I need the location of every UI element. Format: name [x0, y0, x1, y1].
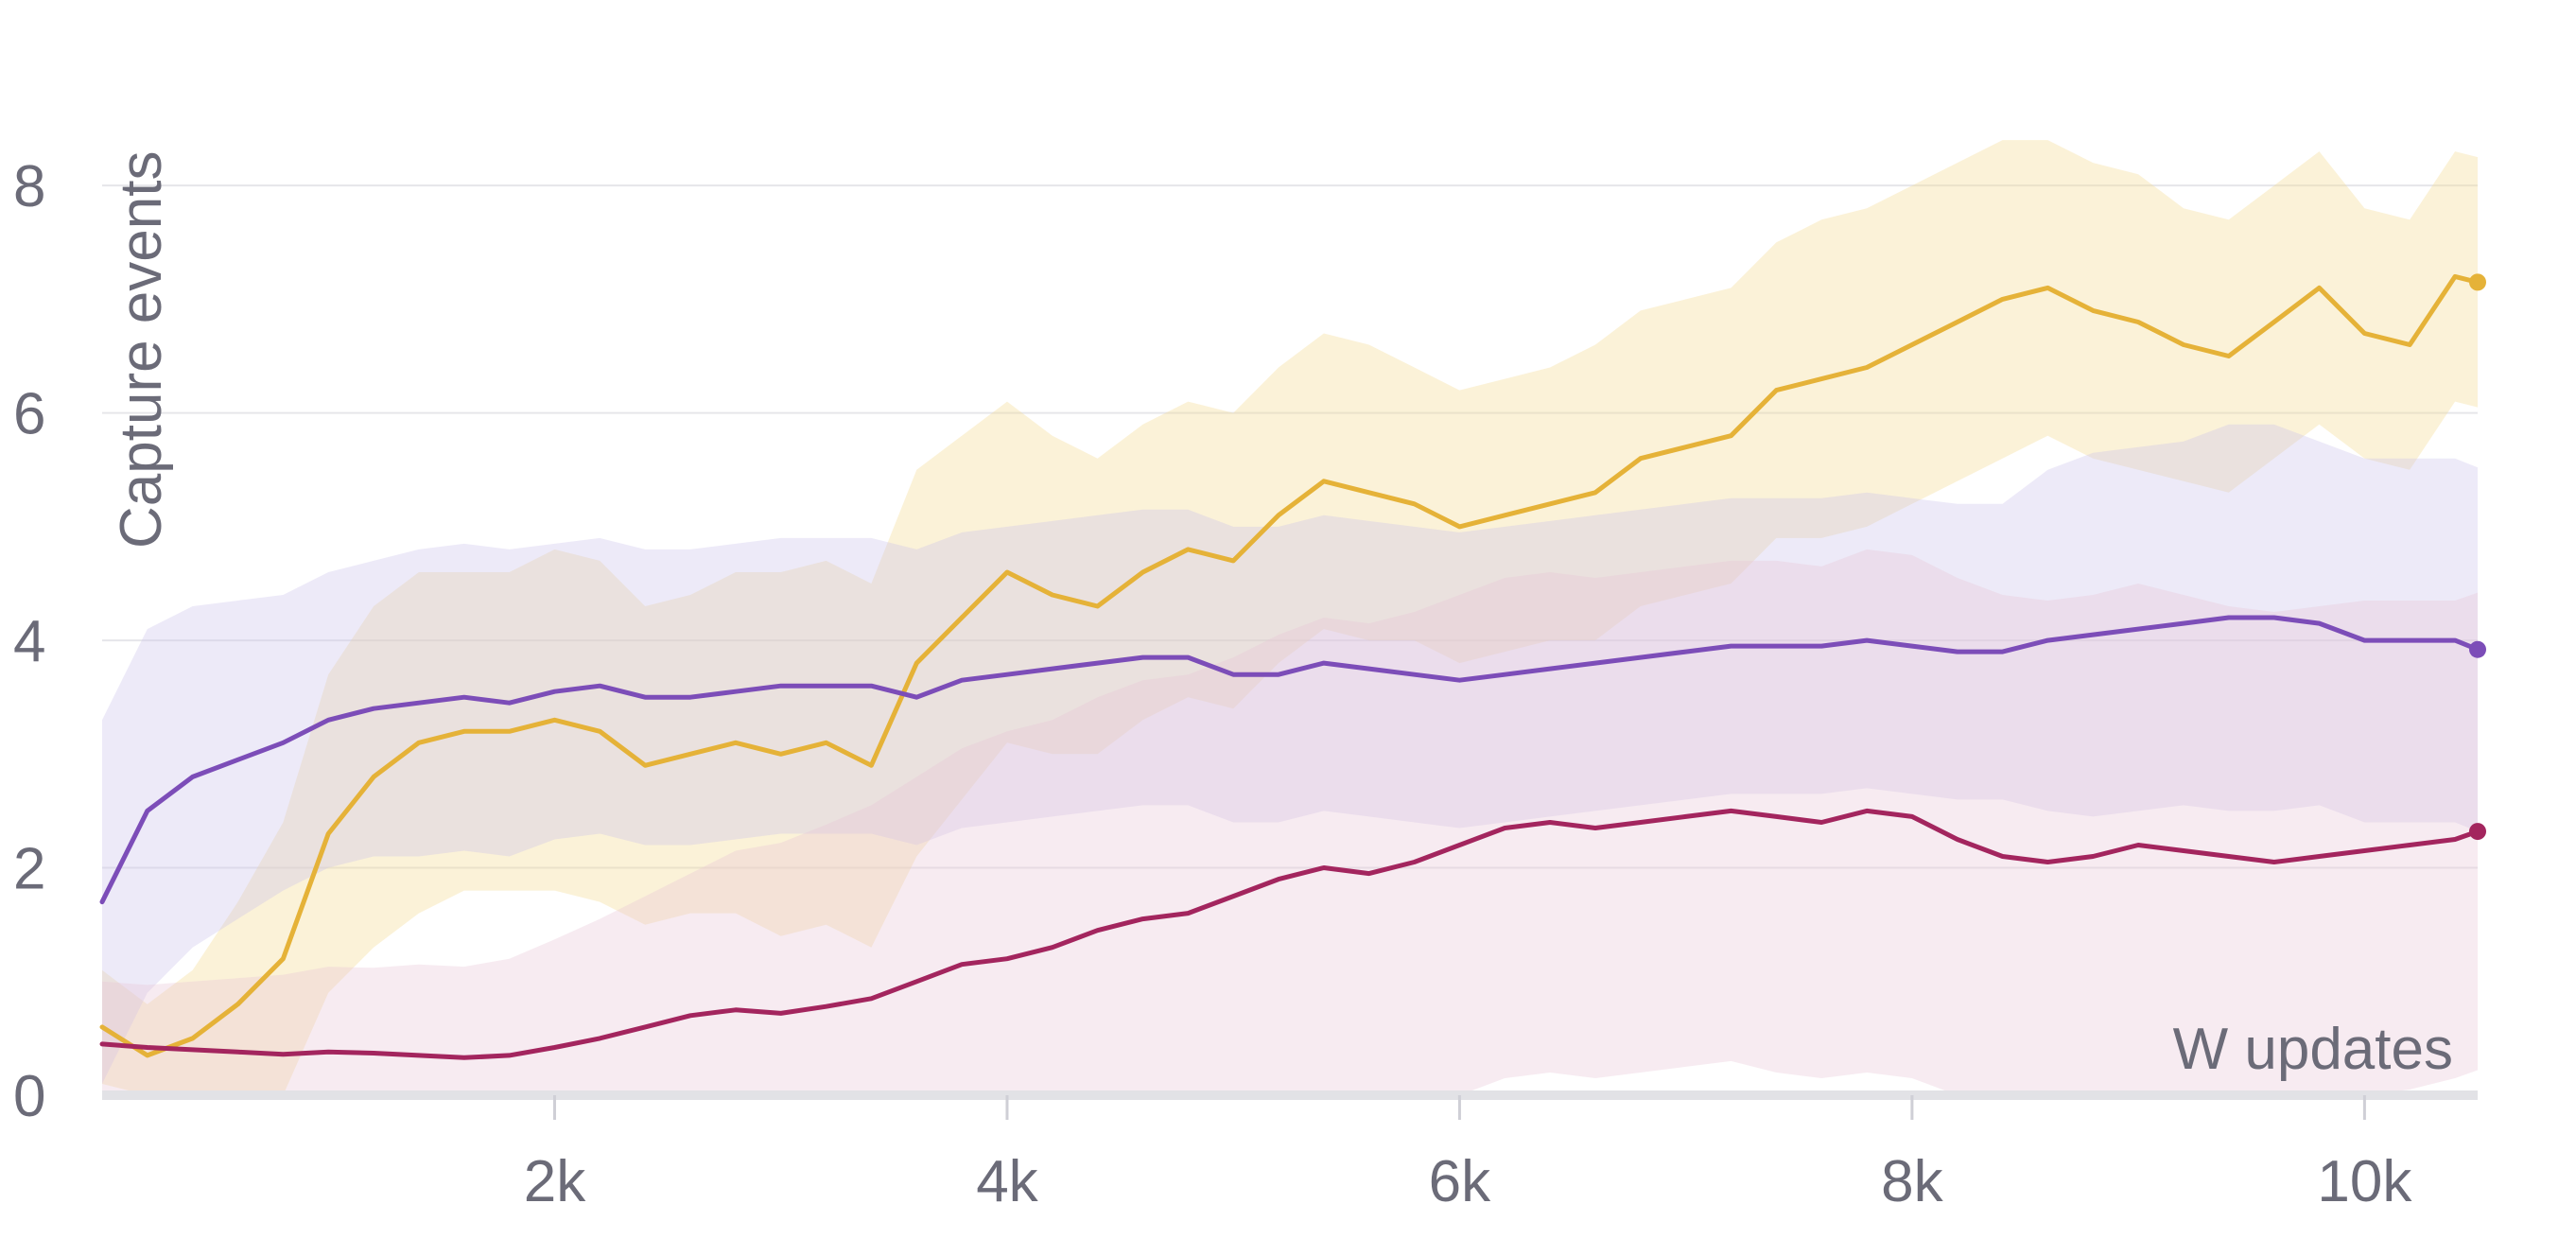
series-1-end-point — [2469, 273, 2486, 291]
series-2-end-point — [2469, 640, 2486, 658]
confidence-bands — [102, 140, 2478, 1096]
x-tick-label: 6k — [1429, 1149, 1491, 1214]
y-tick-label: 8 — [13, 154, 45, 219]
series-lines — [99, 273, 2486, 1060]
x-tick-label: 10k — [2317, 1149, 2412, 1214]
y-axis-title: Capture events — [109, 151, 174, 549]
series-1-band — [102, 140, 2478, 1096]
x-tick-label: 4k — [976, 1149, 1038, 1214]
grid — [102, 184, 2478, 869]
y-tick-label: 0 — [13, 1064, 45, 1129]
y-tick-label: 2 — [13, 837, 45, 902]
series-2-band — [102, 424, 2478, 1084]
series-1-line — [99, 273, 2480, 1058]
axes: 0 2 4 6 8 2k 4k 6k 8k 10k — [13, 154, 2478, 1214]
series-3-band — [102, 549, 2478, 1095]
y-tick-label: 4 — [13, 609, 45, 674]
series-2-line — [99, 615, 2480, 905]
x-axis-title: W updates — [2173, 1017, 2453, 1082]
series-3-end-point — [2469, 823, 2486, 841]
x-tick-label: 8k — [1881, 1149, 1943, 1214]
x-tick-label: 2k — [524, 1149, 586, 1214]
y-tick-label: 6 — [13, 382, 45, 447]
series-3-line — [99, 808, 2480, 1060]
